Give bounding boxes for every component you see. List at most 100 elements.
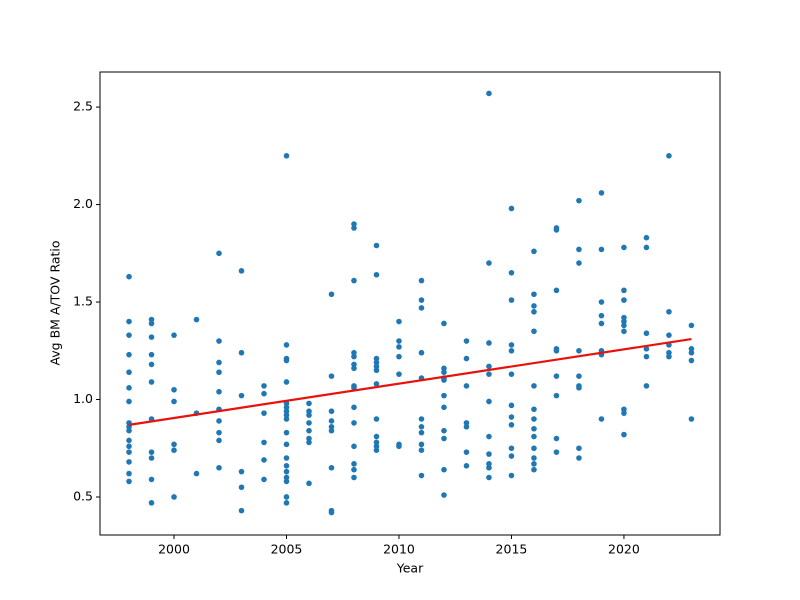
point	[643, 346, 650, 352]
point	[553, 227, 560, 233]
point	[531, 328, 537, 335]
point	[418, 472, 425, 479]
point	[238, 484, 245, 491]
point	[441, 365, 447, 372]
point	[486, 260, 492, 266]
point	[306, 435, 312, 442]
point	[531, 308, 537, 315]
point	[283, 474, 290, 481]
point	[126, 332, 132, 338]
point	[126, 443, 132, 450]
point	[373, 443, 380, 450]
point	[666, 349, 672, 356]
point	[193, 470, 200, 477]
point	[531, 433, 537, 440]
point	[441, 404, 447, 411]
y-tick-label: 1.5	[73, 294, 93, 309]
point	[396, 353, 402, 360]
point	[576, 385, 582, 391]
point	[621, 287, 627, 294]
point	[216, 464, 222, 471]
point	[531, 466, 537, 473]
point	[598, 299, 605, 305]
point	[351, 461, 357, 467]
point	[373, 433, 380, 440]
point	[373, 447, 380, 453]
point	[576, 260, 582, 266]
point	[216, 388, 222, 395]
point	[126, 470, 132, 477]
point	[148, 361, 155, 368]
point	[283, 429, 290, 436]
point	[531, 303, 537, 309]
point	[643, 244, 650, 251]
point	[531, 406, 537, 413]
point	[126, 427, 132, 434]
point	[531, 455, 537, 461]
point	[193, 316, 200, 323]
point	[328, 509, 335, 516]
point	[508, 414, 515, 420]
point	[666, 308, 672, 315]
point	[666, 353, 672, 360]
point	[441, 320, 447, 327]
point	[463, 338, 470, 344]
point	[261, 390, 267, 397]
point	[576, 445, 582, 452]
point	[598, 246, 605, 253]
point	[576, 347, 582, 354]
point	[486, 363, 492, 370]
point	[666, 153, 672, 159]
point	[148, 449, 155, 455]
point	[148, 379, 155, 385]
point	[171, 398, 177, 405]
point	[643, 234, 650, 241]
point	[216, 437, 222, 444]
point	[643, 383, 650, 389]
trend-line	[128, 337, 692, 426]
point	[373, 367, 380, 374]
point	[351, 404, 357, 411]
point	[418, 441, 425, 448]
point	[373, 363, 380, 370]
point	[576, 197, 582, 204]
point	[306, 412, 312, 418]
point	[508, 472, 515, 479]
point	[396, 318, 402, 325]
x-tick-label: 2020	[608, 542, 640, 557]
point	[351, 349, 357, 356]
point	[688, 349, 695, 356]
point	[126, 459, 132, 465]
point	[351, 420, 357, 426]
point	[328, 424, 335, 430]
point	[148, 316, 155, 323]
x-axis-label: Year	[396, 561, 424, 576]
point	[261, 383, 267, 389]
point	[688, 346, 695, 352]
point	[171, 441, 177, 448]
point	[171, 332, 177, 338]
point	[688, 322, 695, 329]
point	[238, 268, 245, 274]
point	[621, 322, 627, 329]
point	[486, 461, 492, 467]
point	[508, 371, 515, 377]
point	[666, 332, 672, 338]
point	[486, 90, 492, 97]
point	[306, 480, 312, 487]
point	[283, 342, 290, 348]
point	[508, 342, 515, 348]
point	[621, 406, 627, 413]
point	[351, 221, 357, 227]
point	[238, 468, 245, 475]
point	[621, 314, 627, 321]
point	[328, 464, 335, 471]
point	[598, 320, 605, 327]
point	[508, 205, 515, 212]
point	[643, 330, 650, 337]
plot-frame	[99, 71, 721, 536]
point	[418, 349, 425, 356]
x-tick-label: 2000	[158, 542, 190, 557]
point	[486, 398, 492, 405]
point	[418, 305, 425, 311]
